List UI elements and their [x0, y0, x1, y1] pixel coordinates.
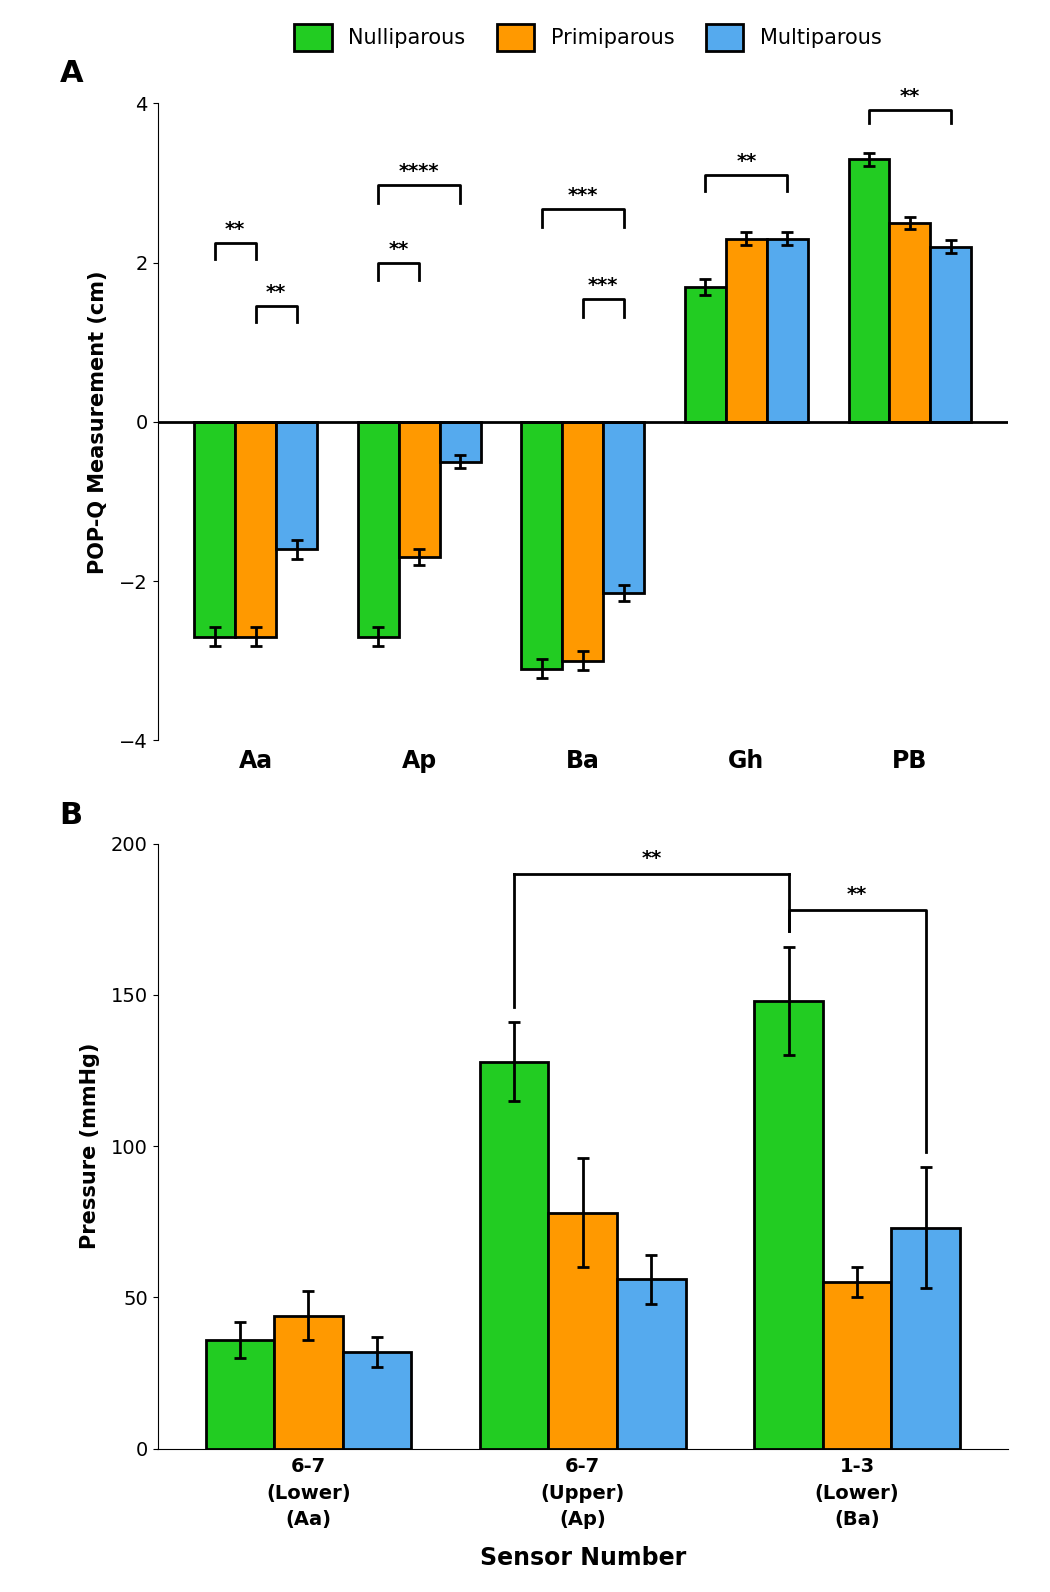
Bar [274, 1315, 342, 1449]
Y-axis label: Pressure (mmHg): Pressure (mmHg) [80, 1043, 100, 1250]
Legend: Nulliparous, Primiparous, Multiparous: Nulliparous, Primiparous, Multiparous [284, 14, 892, 60]
Text: **: ** [736, 153, 756, 172]
Bar [548, 1213, 617, 1449]
Y-axis label: POP-Q Measurement (cm): POP-Q Measurement (cm) [88, 271, 108, 573]
Text: **: ** [642, 849, 662, 868]
Bar [726, 239, 766, 422]
Text: ***: *** [588, 277, 618, 296]
Bar [358, 422, 399, 637]
X-axis label: Sensor Number: Sensor Number [480, 1546, 686, 1570]
Text: **: ** [847, 885, 867, 904]
Text: A: A [60, 59, 83, 88]
Bar [685, 287, 726, 422]
Bar [754, 1001, 823, 1449]
Bar [891, 1227, 960, 1449]
Bar [194, 422, 235, 637]
Text: **: ** [900, 88, 920, 107]
Bar [617, 1280, 686, 1449]
Text: ****: **** [399, 162, 440, 181]
Bar [342, 1352, 412, 1449]
Text: **: ** [388, 240, 408, 258]
Text: B: B [60, 801, 83, 831]
Bar [766, 239, 807, 422]
Bar [823, 1283, 891, 1449]
Text: ***: *** [568, 186, 597, 205]
Bar [235, 422, 276, 637]
Text: **: ** [266, 283, 287, 302]
Bar [522, 422, 563, 669]
Bar [889, 223, 930, 422]
Bar [848, 159, 889, 422]
Bar [399, 422, 440, 557]
Bar [276, 422, 317, 549]
Bar [563, 422, 603, 661]
Bar [480, 1062, 548, 1449]
Bar [206, 1340, 274, 1449]
Bar [603, 422, 644, 594]
Text: **: ** [225, 220, 246, 239]
Bar [930, 247, 971, 422]
Bar [440, 422, 481, 462]
